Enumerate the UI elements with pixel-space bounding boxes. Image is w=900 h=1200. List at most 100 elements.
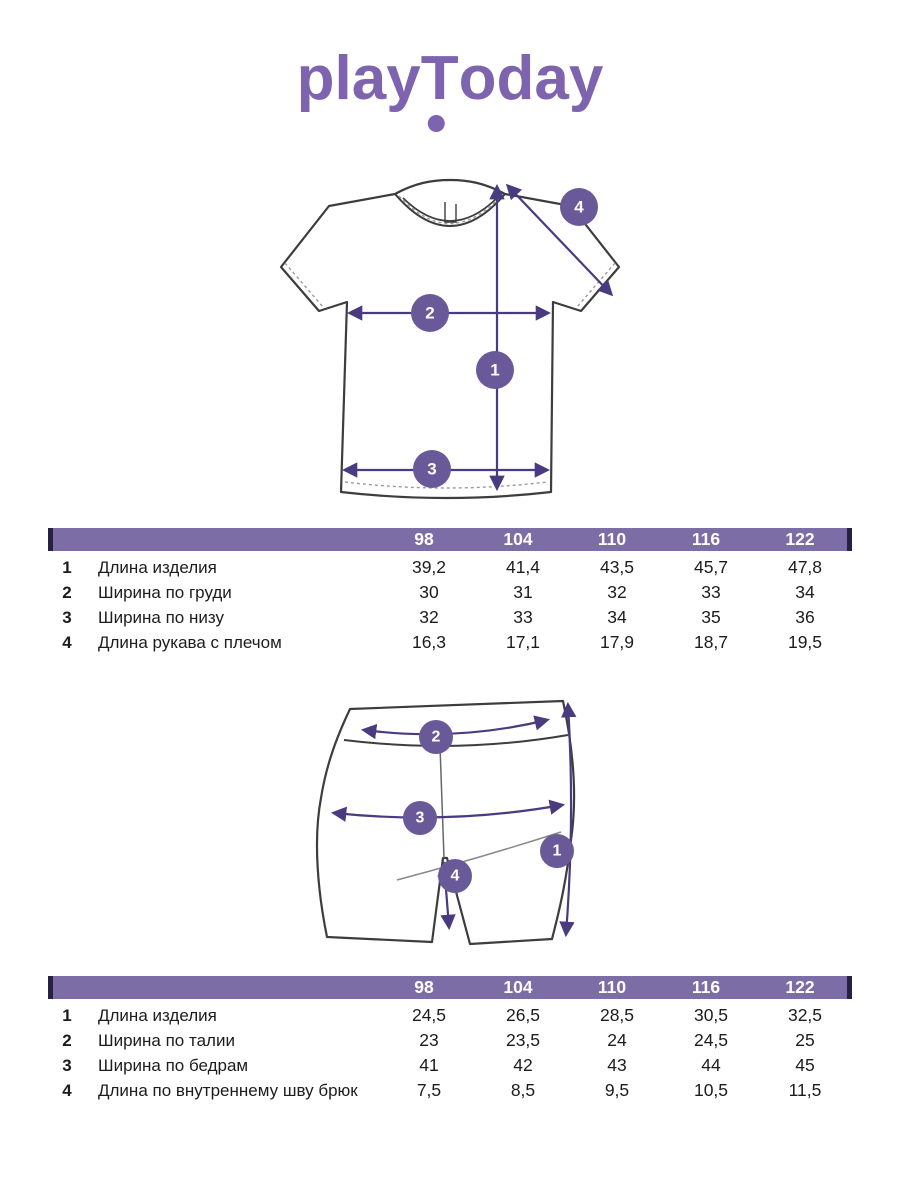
size-column-header: 122: [785, 977, 815, 997]
row-value: 34: [607, 607, 627, 627]
size-column-header: 104: [503, 529, 533, 549]
table-row: 3 Ширина по бедрам 41 42 43 44 45: [48, 1053, 852, 1078]
row-value: 39,2: [411, 557, 447, 577]
row-label: Длина по внутреннему шву брюк: [98, 1080, 358, 1100]
row-number: 3: [62, 607, 72, 627]
row-value: 8,5: [510, 1080, 536, 1100]
tshirt-hem-stitch: [344, 481, 548, 489]
row-value: 47,8: [787, 557, 823, 577]
table-row: 1 Длина изделия 24,5 26,5 28,5 30,5 32,5: [48, 1003, 852, 1028]
size-column-header: 110: [597, 529, 627, 549]
row-value: 31: [513, 582, 533, 602]
row-value: 24,5: [693, 1030, 729, 1050]
row-value: 30: [419, 582, 439, 602]
row-value: 10,5: [693, 1080, 729, 1100]
row-value: 34: [795, 582, 815, 602]
row-label: Ширина по низу: [98, 607, 224, 627]
tshirt-placket: [444, 202, 457, 223]
row-value: 9,5: [604, 1080, 630, 1100]
svg-text:4: 4: [574, 198, 584, 217]
row-value: 7,5: [416, 1080, 442, 1100]
shorts-crotch-seam: [396, 831, 562, 881]
svg-text:2: 2: [432, 729, 441, 746]
table-row: 4 Длина рукава с плечом 16,3 17,1 17,9 1…: [48, 630, 852, 655]
tshirt-badge-2: 2: [411, 294, 449, 332]
row-number: 4: [62, 1080, 72, 1100]
size-column-header: 98: [414, 977, 434, 997]
row-number: 1: [62, 557, 72, 577]
tshirt-table-header: 98 104 110 116 122: [48, 528, 852, 551]
svg-text:2: 2: [425, 304, 434, 323]
row-value: 32,5: [787, 1005, 823, 1025]
table-row: 4 Длина по внутреннему шву брюк 7,5 8,5 …: [48, 1078, 852, 1103]
logo-dot: [427, 115, 445, 132]
shorts-size-table: 98 104 110 116 122 1 Длина изделия 24,5 …: [48, 976, 852, 1103]
row-value: 16,3: [411, 632, 447, 652]
row-label: Ширина по бедрам: [98, 1055, 249, 1075]
row-value: 33: [701, 582, 721, 602]
size-column-header: 122: [785, 529, 815, 549]
row-value: 23: [419, 1030, 439, 1050]
row-value: 25: [795, 1030, 815, 1050]
row-label: Длина изделия: [98, 557, 217, 577]
shorts-badge-1: 1: [540, 834, 574, 868]
size-column-header: 98: [414, 529, 434, 549]
logo-text-t: T: [421, 48, 459, 132]
shorts-badge-2: 2: [419, 720, 453, 754]
brand-logo: playT oday: [0, 48, 900, 132]
table-row: 2 Ширина по талии 23 23,5 24 24,5 25: [48, 1028, 852, 1053]
row-value: 18,7: [693, 632, 729, 652]
row-value: 26,5: [505, 1005, 541, 1025]
svg-text:3: 3: [427, 460, 436, 479]
header-num-spacer: [53, 976, 91, 999]
row-value: 41,4: [505, 557, 541, 577]
row-number: 2: [62, 1030, 72, 1050]
row-value: 32: [607, 582, 627, 602]
row-value: 30,5: [693, 1005, 729, 1025]
tshirt-measurement-diagram: 2 1 3 4: [279, 178, 621, 500]
tshirt-arrow-sleeve: [505, 183, 614, 297]
tshirt-badge-3: 3: [413, 450, 451, 488]
row-label: Ширина по талии: [98, 1030, 235, 1050]
header-label-spacer: [91, 976, 377, 999]
row-value: 43,5: [599, 557, 635, 577]
row-value: 42: [513, 1055, 533, 1075]
svg-text:3: 3: [416, 810, 425, 827]
shorts-badge-4: 4: [438, 859, 472, 893]
tshirt-size-table: 98 104 110 116 122 1 Длина изделия 39,2 …: [48, 528, 852, 655]
row-value: 35: [701, 607, 721, 627]
header-label-spacer: [91, 528, 377, 551]
shorts-badge-3: 3: [403, 801, 437, 835]
logo-text-play: play: [296, 44, 421, 113]
svg-text:4: 4: [451, 868, 460, 885]
shorts-waistband-line: [343, 734, 569, 747]
shorts-arrow-waist: [360, 715, 550, 740]
table-row: 1 Длина изделия 39,2 41,4 43,5 45,7 47,8: [48, 555, 852, 580]
row-value: 43: [607, 1055, 627, 1075]
row-value: 24: [607, 1030, 627, 1050]
table-row: 3 Ширина по низу 32 33 34 35 36: [48, 605, 852, 630]
tshirt-right-cuff-stitch: [576, 262, 616, 308]
row-value: 41: [419, 1055, 439, 1075]
row-number: 3: [62, 1055, 72, 1075]
tshirt-outline: [279, 178, 621, 500]
table-row: 2 Ширина по груди 30 31 32 33 34: [48, 580, 852, 605]
tshirt-badge-1: 1: [476, 351, 514, 389]
row-value: 33: [513, 607, 533, 627]
svg-text:1: 1: [490, 361, 499, 380]
header-num-spacer: [53, 528, 91, 551]
row-value: 45,7: [693, 557, 729, 577]
row-value: 17,1: [505, 632, 541, 652]
shorts-arrow-length: [559, 701, 577, 938]
shorts-arrow-hip: [330, 799, 566, 822]
tshirt-badge-4: 4: [560, 188, 598, 226]
size-column-header: 110: [597, 977, 627, 997]
row-value: 28,5: [599, 1005, 635, 1025]
svg-text:1: 1: [553, 843, 562, 860]
shorts-measurement-diagram: 2 3 1 4: [315, 699, 577, 946]
row-value: 32: [419, 607, 439, 627]
row-value: 17,9: [599, 632, 635, 652]
row-value: 24,5: [411, 1005, 447, 1025]
tshirt-collar-inner: [402, 197, 498, 222]
row-value: 19,5: [787, 632, 823, 652]
